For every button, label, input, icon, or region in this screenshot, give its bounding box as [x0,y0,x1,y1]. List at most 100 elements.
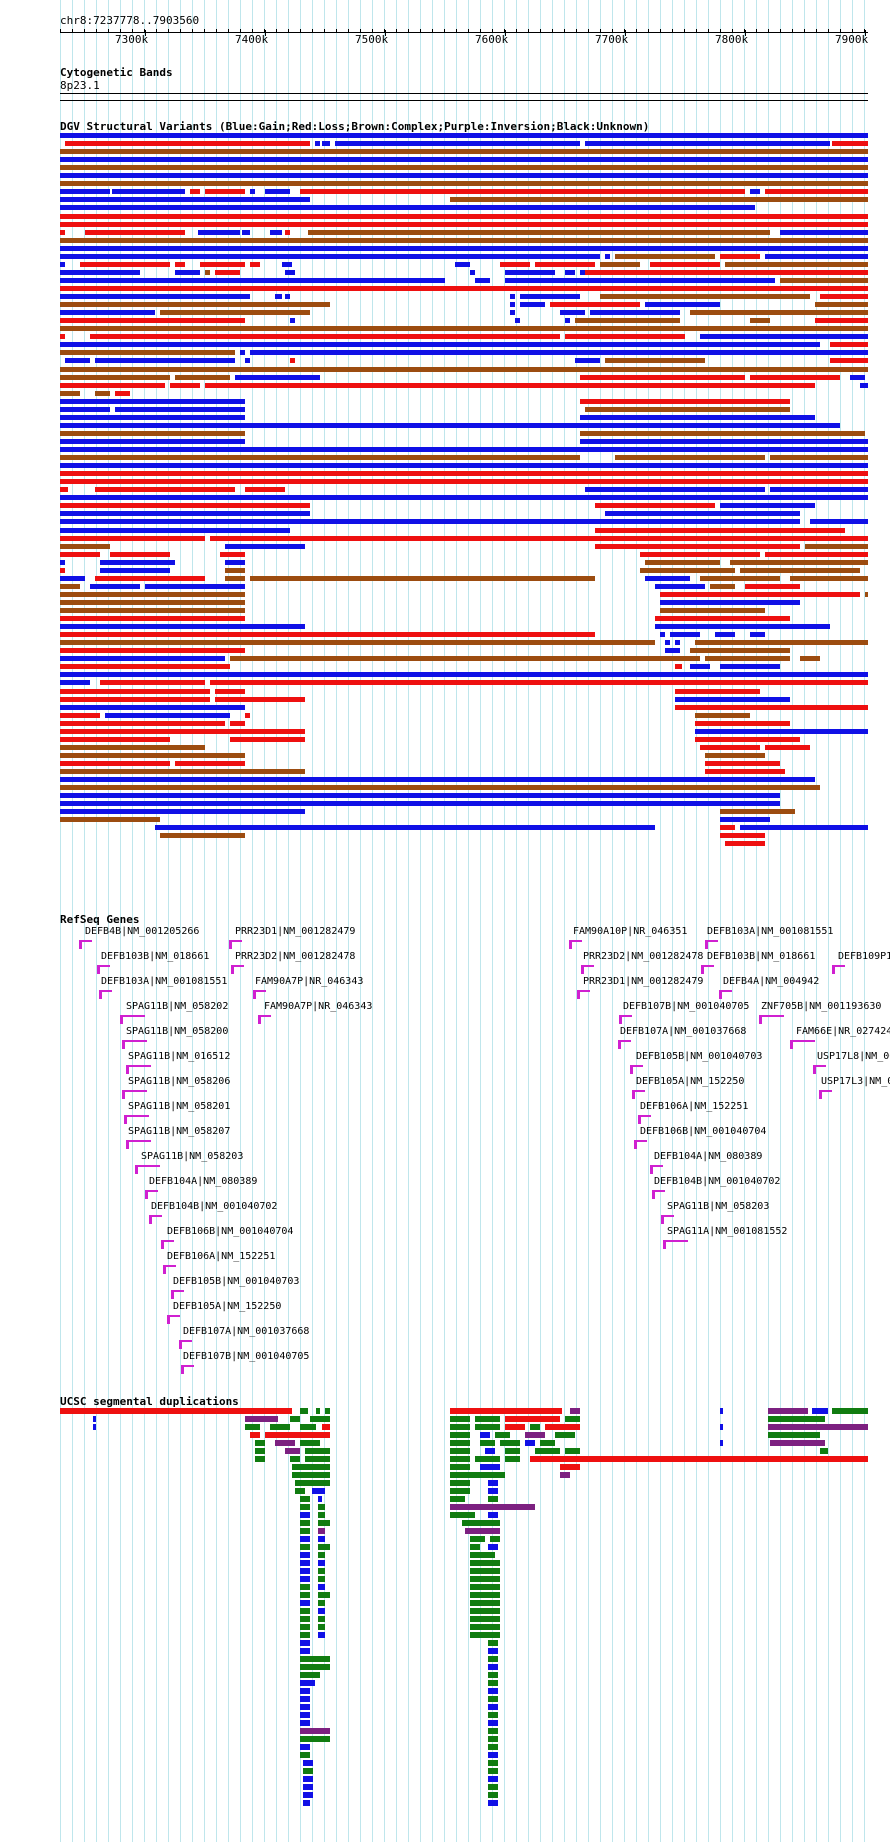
gene-glyph[interactable] [122,1090,147,1099]
variant-bar[interactable] [865,591,868,597]
variant-bar[interactable] [60,406,110,412]
variant-bar[interactable] [205,382,815,388]
variant-bar[interactable] [60,583,80,589]
variant-bar[interactable] [700,334,868,340]
variant-bar[interactable] [115,390,130,396]
gene-label[interactable]: DEFB107B|NM_001040705 [183,1351,310,1362]
segdup-block[interactable] [470,1592,500,1598]
variant-bar[interactable] [60,398,245,404]
gene-label[interactable]: SPAG11B|NM_016512 [128,1051,231,1062]
gene-glyph[interactable] [577,990,590,999]
variant-bar[interactable] [225,559,245,565]
gene-label[interactable]: USP17L3|NM_0 [821,1076,890,1087]
variant-bar[interactable] [60,133,868,138]
variant-bar[interactable] [60,310,155,316]
variant-bar[interactable] [765,253,868,259]
variant-bar[interactable] [225,575,245,581]
variant-bar[interactable] [250,261,260,267]
variant-bar[interactable] [715,632,735,638]
variant-bar[interactable] [730,559,868,565]
segdup-block[interactable] [303,1784,313,1790]
variant-bar[interactable] [60,149,868,155]
variant-bar[interactable] [60,664,230,670]
segdup-block[interactable] [93,1416,96,1422]
segdup-block[interactable] [300,1496,310,1502]
gene-glyph[interactable] [149,1215,162,1224]
variant-bar[interactable] [60,157,868,163]
variant-bar[interactable] [580,398,790,404]
segdup-block[interactable] [720,1440,723,1446]
segdup-block[interactable] [318,1568,325,1574]
segdup-block[interactable] [255,1456,265,1462]
gene-label[interactable]: DEFB105A|NM_152250 [636,1076,745,1087]
segdup-block[interactable] [480,1432,490,1438]
variant-bar[interactable] [500,261,530,267]
variant-bar[interactable] [250,350,868,356]
variant-bar[interactable] [285,294,290,299]
variant-bar[interactable] [230,720,245,726]
gene-label[interactable]: DEFB104A|NM_080389 [149,1176,258,1187]
segdup-block[interactable] [318,1544,330,1550]
segdup-block[interactable] [470,1544,480,1550]
segdup-block[interactable] [488,1480,498,1486]
variant-bar[interactable] [245,712,250,718]
segdup-track-title[interactable]: UCSC segmental duplications [60,1395,239,1408]
segdup-block[interactable] [310,1416,330,1422]
segdup-block[interactable] [505,1424,525,1430]
segdup-block[interactable] [318,1600,325,1606]
variant-bar[interactable] [830,342,868,348]
variant-bar[interactable] [60,326,868,332]
segdup-block[interactable] [470,1552,495,1558]
gene-label[interactable]: DEFB106B|NM_001040704 [167,1226,294,1237]
segdup-block[interactable] [505,1448,520,1454]
gene-label[interactable]: DEFB107B|NM_001040705 [623,1001,750,1012]
variant-bar[interactable] [700,575,780,581]
segdup-block[interactable] [450,1480,470,1486]
segdup-block[interactable] [300,1736,330,1742]
variant-bar[interactable] [505,277,775,283]
gene-label[interactable]: DEFB106A|NM_152251 [640,1101,749,1112]
gene-label[interactable]: ZNF705B|NM_001193630 [761,1001,882,1012]
variant-bar[interactable] [580,414,815,420]
segdup-block[interactable] [488,1704,498,1710]
gene-glyph[interactable] [253,990,266,999]
variant-bar[interactable] [60,688,210,694]
gene-label[interactable]: DEFB109P1 [838,951,890,962]
variant-bar[interactable] [665,640,670,646]
variant-bar[interactable] [60,744,205,750]
segdup-block[interactable] [488,1776,498,1782]
variant-bar[interactable] [60,608,245,613]
variant-bar[interactable] [60,551,100,557]
gene-glyph[interactable] [161,1240,174,1249]
gene-glyph[interactable] [126,1065,151,1074]
variant-bar[interactable] [650,261,720,267]
variant-bar[interactable] [205,269,210,275]
variant-bar[interactable] [565,318,570,324]
segdup-block[interactable] [488,1800,498,1806]
variant-bar[interactable] [60,591,245,597]
variant-bar[interactable] [595,503,715,509]
variant-bar[interactable] [95,390,110,396]
segdup-block[interactable] [305,1456,330,1462]
segdup-block[interactable] [470,1536,485,1542]
variant-bar[interactable] [115,406,245,412]
segdup-block[interactable] [60,1408,292,1414]
segdup-block[interactable] [300,1504,310,1510]
segdup-block[interactable] [812,1408,828,1414]
variant-bar[interactable] [690,310,868,316]
variant-bar[interactable] [290,318,295,324]
variant-bar[interactable] [645,302,720,308]
variant-bar[interactable] [315,141,320,147]
variant-bar[interactable] [560,310,585,316]
variant-bar[interactable] [65,141,310,147]
variant-bar[interactable] [515,318,520,324]
segdup-block[interactable] [480,1464,500,1470]
variant-bar[interactable] [750,374,840,380]
refseq-track-title[interactable]: RefSeq Genes [60,913,140,926]
variant-bar[interactable] [60,543,110,549]
segdup-block[interactable] [318,1576,325,1582]
gene-label[interactable]: DEFB4B|NM_001205266 [85,926,200,937]
variant-bar[interactable] [60,447,868,452]
segdup-block[interactable] [318,1528,325,1534]
gene-label[interactable]: SPAG11B|NM_058200 [126,1026,229,1037]
